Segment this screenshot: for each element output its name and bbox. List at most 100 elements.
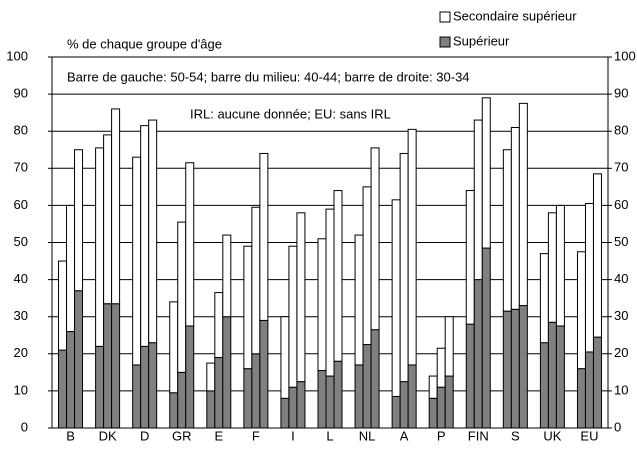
- bar-segment: [148, 342, 158, 429]
- bar-segment: [391, 199, 401, 397]
- bar-segment: [177, 221, 187, 373]
- bar-segment: [58, 260, 68, 351]
- x-tick-label: S: [511, 428, 520, 443]
- bar-segment: [584, 203, 594, 353]
- bar-segment: [444, 375, 454, 429]
- bar-segment: [185, 162, 195, 327]
- bar-segment: [280, 316, 290, 399]
- y-tick-label: 30: [14, 308, 28, 323]
- y-tick-label: 10: [14, 382, 28, 397]
- y-tick-label: 40: [14, 271, 28, 286]
- y2-tick-label: 90: [614, 86, 628, 101]
- bar-segment: [243, 245, 253, 370]
- bar-segment: [259, 319, 269, 429]
- bar-segment: [502, 310, 512, 429]
- bar-segment: [132, 364, 142, 429]
- bar-segment: [399, 152, 409, 383]
- y-tick-label: 80: [14, 123, 28, 138]
- bar-segment: [222, 316, 232, 429]
- bar-segment: [280, 397, 290, 429]
- bar-segment: [317, 238, 327, 371]
- y2-tick-label: 80: [614, 123, 628, 138]
- bar-segment: [74, 290, 84, 429]
- x-tick-label: L: [326, 428, 333, 443]
- bar-segment: [95, 147, 105, 347]
- bar-segment: [547, 212, 557, 323]
- bar-segment: [222, 234, 232, 318]
- x-tick-label: F: [252, 428, 260, 443]
- y-tick-label: 20: [14, 345, 28, 360]
- legend-swatch: [439, 36, 451, 48]
- y-tick-label: 90: [14, 86, 28, 101]
- x-tick-label: NL: [359, 428, 376, 443]
- y-tick-label: 70: [14, 160, 28, 175]
- y-tick-label: 0: [21, 419, 28, 434]
- annotation: IRL: aucune donnée; EU: sans IRL: [190, 106, 391, 121]
- bar-segment: [206, 362, 216, 392]
- bar-segment: [539, 253, 549, 344]
- bar-segment: [436, 386, 446, 429]
- bar-segment: [539, 342, 549, 429]
- y-tick-label: 100: [6, 48, 28, 63]
- bar-segment: [407, 128, 417, 366]
- bar-segment: [428, 375, 438, 399]
- bar-segment: [481, 247, 491, 429]
- bar-segment: [74, 149, 84, 292]
- x-tick-label: FIN: [468, 428, 489, 443]
- bar-segment: [592, 173, 602, 338]
- bar-segment: [473, 119, 483, 281]
- legend-label: Supérieur: [453, 33, 510, 48]
- bar-segment: [510, 126, 520, 310]
- bar-segment: [296, 212, 306, 383]
- x-tick-label: A: [400, 428, 409, 443]
- x-tick-label: B: [66, 428, 75, 443]
- x-tick-label: P: [437, 428, 446, 443]
- bar-segment: [547, 321, 557, 429]
- bar-segment: [510, 308, 520, 429]
- x-tick-label: I: [291, 428, 295, 443]
- bar-segment: [243, 368, 253, 429]
- bar-segment: [354, 234, 364, 366]
- bar-segment: [465, 323, 475, 429]
- x-tick-label: DK: [99, 428, 117, 443]
- x-tick-label: EU: [580, 428, 598, 443]
- y-tick-label: 50: [14, 234, 28, 249]
- bar-segment: [502, 149, 512, 312]
- y2-tick-label: 0: [614, 419, 621, 434]
- legend-label: Secondaire supérieur: [453, 8, 577, 23]
- bar-segment: [140, 125, 150, 347]
- bar-segment: [555, 325, 565, 429]
- bar-segment: [354, 364, 364, 429]
- bar-segment: [370, 147, 380, 331]
- bar-segment: [362, 344, 372, 429]
- bar-segment: [288, 386, 298, 429]
- y2-tick-label: 50: [614, 234, 628, 249]
- bar-segment: [555, 204, 565, 327]
- bar-segment: [576, 251, 586, 370]
- x-tick-label: D: [140, 428, 149, 443]
- bar-segment: [444, 316, 454, 377]
- bar-segment: [436, 347, 446, 388]
- y2-tick-label: 40: [614, 271, 628, 286]
- bar-segment: [169, 301, 179, 394]
- bar-segment: [465, 190, 475, 325]
- x-tick-label: UK: [543, 428, 561, 443]
- bar-segment: [251, 206, 261, 355]
- bar-segment: [362, 186, 372, 346]
- y-tick-label: 60: [14, 197, 28, 212]
- bar-segment: [214, 357, 224, 429]
- y2-tick-label: 70: [614, 160, 628, 175]
- bar-segment: [259, 152, 269, 321]
- bar-segment: [325, 208, 335, 377]
- bar-segment: [288, 245, 298, 388]
- bar-segment: [111, 108, 121, 305]
- bar-segment: [592, 336, 602, 429]
- bar-segment: [296, 381, 306, 429]
- bar-segment: [169, 392, 179, 429]
- bar-segment: [391, 395, 401, 429]
- bar-segment: [185, 325, 195, 429]
- bar-segment: [428, 397, 438, 429]
- y2-tick-label: 60: [614, 197, 628, 212]
- bar-segment: [473, 279, 483, 429]
